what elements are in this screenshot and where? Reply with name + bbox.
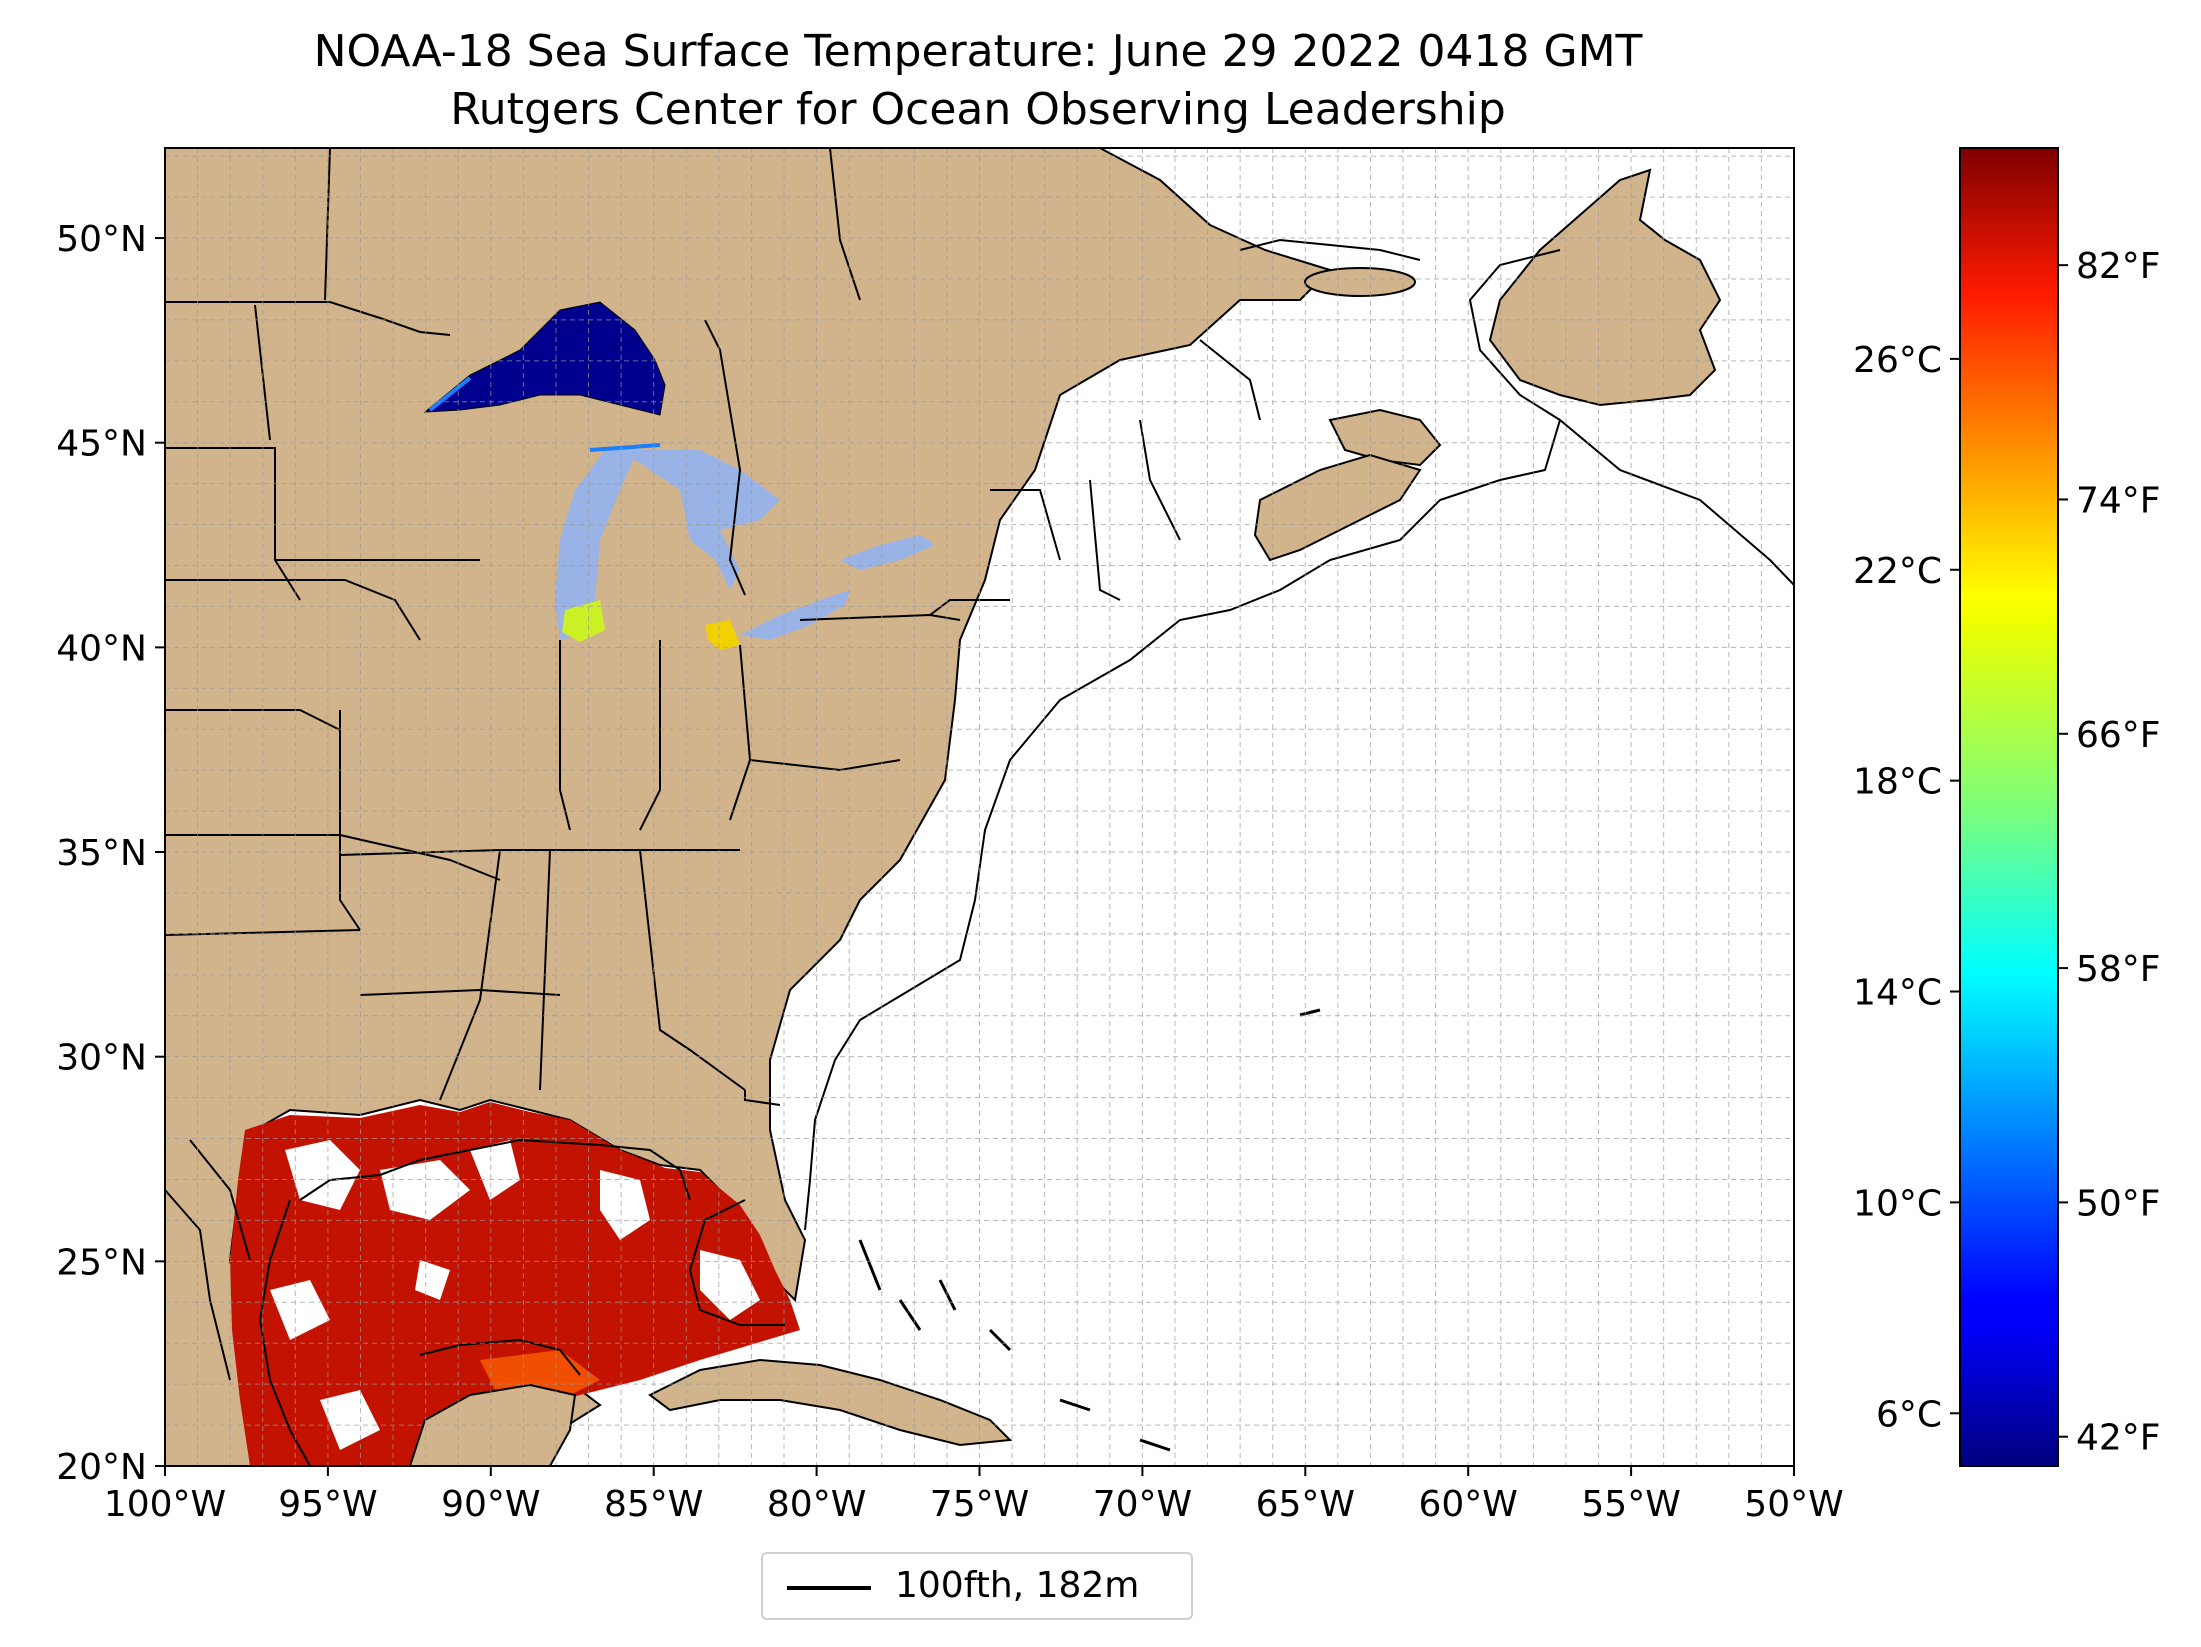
lake-ontario (840, 535, 935, 570)
y-tick-label: 50°N (56, 219, 147, 260)
celsius-tick-label: 26°C (1853, 340, 1942, 381)
y-tick-label: 40°N (56, 628, 147, 669)
lake-erie (740, 590, 850, 640)
land-newfoundland (1488, 168, 1722, 407)
lake-michigan (555, 445, 640, 640)
x-tick-label: 85°W (604, 1484, 703, 1525)
legend: 100fth, 182m (761, 1552, 1193, 1620)
x-tick-label: 55°W (1581, 1484, 1680, 1525)
fahrenheit-tick-label: 74°F (2076, 480, 2161, 521)
land-nova-scotia (1253, 453, 1422, 562)
lake-warm-patch-erie (705, 620, 740, 650)
x-tick-label: 100°W (104, 1484, 226, 1525)
celsius-tick-label: 18°C (1853, 762, 1942, 803)
fahrenheit-tick-label: 82°F (2076, 246, 2161, 287)
land-cuba-east (648, 1358, 1013, 1447)
fahrenheit-tick-label: 58°F (2076, 949, 2161, 990)
celsius-tick-label: 6°C (1876, 1394, 1942, 1435)
lake-huron (620, 450, 780, 590)
y-tick-label: 25°N (56, 1242, 147, 1283)
x-tick-label: 50°W (1744, 1484, 1843, 1525)
colorbar-fahrenheit-axis: 82°F 74°F 66°F 58°F 50°F 42°F (2058, 246, 2161, 1459)
land-anticosti (1304, 267, 1416, 297)
colorbar (1959, 147, 2059, 1467)
x-tick-label: 75°W (930, 1484, 1029, 1525)
colorbar-celsius-axis: 26°C 22°C 18°C 14°C 10°C 6°C (1853, 340, 1960, 1435)
land-bahamas (858, 1008, 1321, 1452)
land-cape-breton (1328, 408, 1442, 467)
y-tick-label: 35°N (56, 833, 147, 874)
x-axis: 100°W 95°W 90°W 85°W 80°W 75°W 70°W 65°W 60°W 55°… (104, 1466, 1844, 1525)
celsius-tick-label: 14°C (1853, 973, 1942, 1014)
celsius-tick-label: 22°C (1853, 551, 1942, 592)
y-axis: 20°N 25°N 30°N 35°N 40°N 45°N 50°N (56, 219, 165, 1488)
y-tick-label: 20°N (56, 1447, 147, 1488)
celsius-tick-label: 10°C (1853, 1183, 1942, 1224)
lake-superior (423, 301, 666, 416)
fahrenheit-tick-label: 50°F (2076, 1183, 2161, 1224)
isobath-gulf (258, 1138, 691, 1466)
chart-subtitle: Rutgers Center for Ocean Observing Leade… (450, 84, 1506, 135)
x-tick-label: 65°W (1256, 1484, 1355, 1525)
sst-gulf-of-mexico (230, 1102, 800, 1466)
isobath-northeast (1239, 238, 1794, 586)
lake-edge-superior (428, 376, 661, 452)
fahrenheit-tick-label: 42°F (2076, 1418, 2161, 1459)
map-area (165, 148, 1794, 1466)
chart-title: NOAA-18 Sea Surface Temperature: June 29… (313, 26, 1643, 77)
x-tick-label: 70°W (1093, 1484, 1192, 1525)
x-tick-label: 95°W (278, 1484, 377, 1525)
legend-line-swatch (787, 1586, 871, 1590)
lake-warm-patch-michigan (562, 600, 605, 642)
fahrenheit-tick-label: 66°F (2076, 715, 2161, 756)
legend-label: 100fth, 182m (895, 1565, 1140, 1606)
map-graticule (165, 148, 1794, 1466)
x-tick-label: 90°W (441, 1484, 540, 1525)
isobath-100fth (688, 249, 1562, 1326)
y-tick-label: 30°N (56, 1038, 147, 1079)
y-tick-label: 45°N (56, 424, 147, 465)
x-tick-label: 60°W (1418, 1484, 1517, 1525)
political-borders (165, 148, 1261, 1381)
x-tick-label: 80°W (767, 1484, 866, 1525)
